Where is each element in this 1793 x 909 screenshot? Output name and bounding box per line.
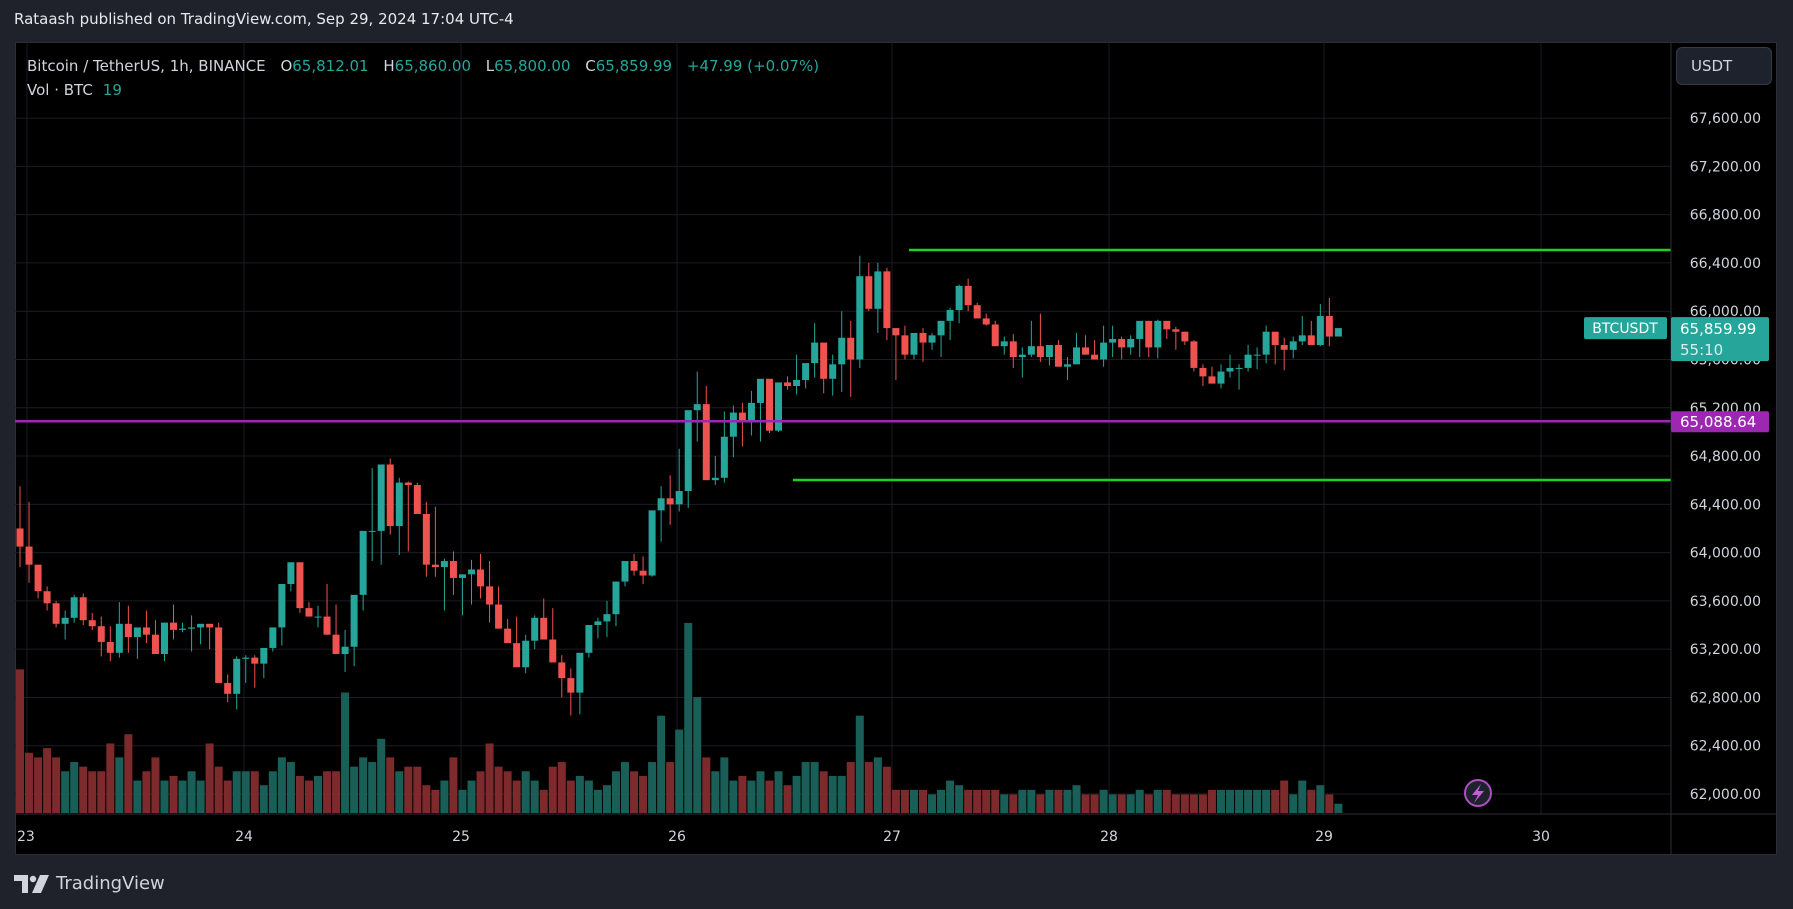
time-tick: 27 — [883, 829, 901, 845]
last-price-text: 65,859.99 — [1680, 320, 1756, 338]
price-tick: 64,800.00 — [1690, 449, 1761, 465]
chart-legend: Bitcoin / TetherUS, 1h, BINANCE O65,812.… — [27, 54, 819, 102]
price-candles — [16, 255, 1342, 716]
price-tick: 62,400.00 — [1690, 739, 1761, 755]
high-label: H — [383, 57, 395, 75]
drawn-lines[interactable] — [15, 248, 1671, 482]
publisher-header: Rataash published on TradingView.com, Se… — [14, 10, 514, 28]
low-label: L — [485, 57, 495, 75]
time-tick: 30 — [1532, 829, 1550, 845]
close-value: 65,859.99 — [595, 57, 673, 75]
price-tick: 67,600.00 — [1690, 111, 1761, 127]
symbol-title[interactable]: Bitcoin / TetherUS, 1h, BINANCE — [27, 57, 266, 75]
price-tick: 66,800.00 — [1690, 208, 1761, 224]
marker-price-text: 65,088.64 — [1680, 413, 1756, 431]
price-tick: 66,400.00 — [1690, 256, 1761, 272]
time-tick: 25 — [452, 829, 470, 845]
ohlc-legend-row: Bitcoin / TetherUS, 1h, BINANCE O65,812.… — [27, 54, 819, 78]
last-price-badge — [1671, 317, 1769, 362]
price-tick: 62,000.00 — [1690, 787, 1761, 803]
price-tick: 67,200.00 — [1690, 159, 1761, 175]
price-tick: 64,000.00 — [1690, 546, 1761, 562]
price-tick: 66,000.00 — [1690, 304, 1761, 320]
time-tick: 29 — [1315, 829, 1333, 845]
price-tick: 62,800.00 — [1690, 690, 1761, 706]
lightning-button[interactable] — [1464, 779, 1492, 807]
symbol-badge — [1584, 317, 1667, 340]
volume-value: 19 — [102, 81, 122, 99]
change-value: +47.99 (+0.07%) — [686, 57, 820, 75]
tradingview-brand: TradingView — [56, 873, 165, 894]
marker-price-badge — [1671, 411, 1769, 433]
close-label: C — [585, 57, 596, 75]
time-tick: 24 — [235, 829, 253, 845]
price-axis[interactable]: 62,000.00 62,400.00 62,800.00 63,200.00 63,6… — [1690, 111, 1761, 803]
volume-label[interactable]: Vol · BTC — [27, 81, 93, 99]
time-tick: 23 — [17, 829, 35, 845]
countdown-text: 55:10 — [1680, 341, 1723, 359]
currency-button[interactable]: USDT — [1676, 47, 1772, 85]
high-value: 65,860.00 — [394, 57, 471, 75]
volume-bars — [16, 623, 1343, 813]
chart-pane[interactable] — [15, 42, 1777, 855]
price-tick: 63,600.00 — [1690, 594, 1761, 610]
price-labels: BTCUSDT 65,859.99 55:10 65,088.64 — [1584, 317, 1769, 433]
time-tick: 28 — [1100, 829, 1118, 845]
time-tick: 26 — [668, 829, 686, 845]
price-tick: 63,200.00 — [1690, 642, 1761, 658]
tradingview-logo-icon — [14, 874, 49, 893]
grid-lines — [15, 42, 1671, 814]
open-label: O — [280, 57, 293, 75]
price-tick: 64,400.00 — [1690, 497, 1761, 513]
low-value: 65,800.00 — [494, 57, 571, 75]
tradingview-logo[interactable]: TradingView — [14, 873, 165, 894]
volume-legend-row: Vol · BTC 19 — [27, 78, 819, 102]
time-axis[interactable]: 23 24 25 26 27 28 29 30 — [17, 829, 1550, 845]
symbol-badge-text: BTCUSDT — [1592, 321, 1658, 337]
open-value: 65,812.01 — [292, 57, 369, 75]
lightning-icon — [1472, 784, 1484, 803]
